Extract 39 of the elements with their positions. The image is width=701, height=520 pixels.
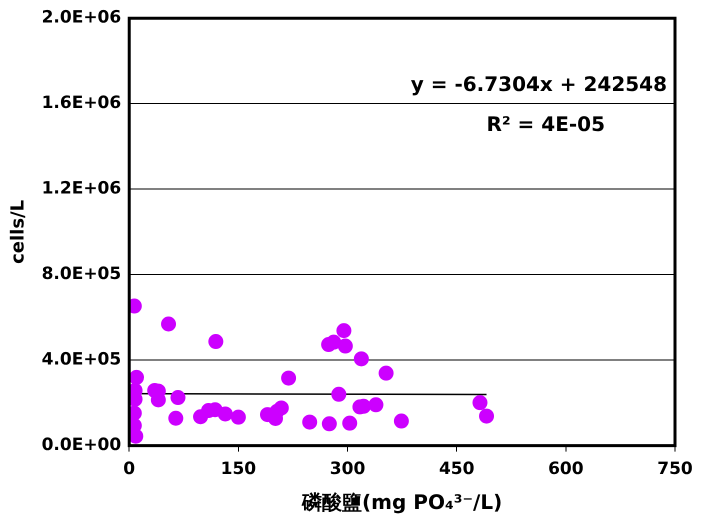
point xyxy=(129,370,144,385)
point xyxy=(331,386,346,402)
y-tick-label: 1.6E+06 xyxy=(42,93,122,114)
point xyxy=(274,400,289,416)
point xyxy=(230,410,246,425)
point xyxy=(479,408,494,424)
point xyxy=(368,397,384,412)
point xyxy=(161,316,176,332)
x-axis-title: 磷酸鹽(mg PO₄³⁻/L) xyxy=(301,490,502,514)
y-axis-title: cells/L xyxy=(7,200,28,264)
y-tick-label: 2.0E+06 xyxy=(42,8,122,28)
y-tick-label: 4.0E+05 xyxy=(42,350,122,370)
point xyxy=(322,416,337,432)
annotation: R² = 4E-05 xyxy=(486,112,605,136)
y-tick-label: 1.2E+06 xyxy=(42,178,122,199)
x-tick-label: 150 xyxy=(220,459,256,480)
point xyxy=(129,428,144,444)
point xyxy=(168,410,184,426)
point xyxy=(302,414,318,430)
point xyxy=(472,395,488,410)
y-tick-label: 0.0E+00 xyxy=(42,435,122,456)
annotation: y = -6.7304x + 242548 xyxy=(410,72,667,96)
point xyxy=(326,334,342,350)
point xyxy=(354,351,369,366)
point xyxy=(281,370,296,386)
x-tick-label: 450 xyxy=(438,459,475,480)
y-tick-label: 8.0E+05 xyxy=(42,264,122,284)
x-tick-label: 600 xyxy=(548,459,584,480)
point xyxy=(336,323,352,338)
x-tick-label: 750 xyxy=(657,459,693,480)
x-tick-label: 300 xyxy=(330,459,366,480)
x-tick-label: 0 xyxy=(123,459,136,480)
point xyxy=(378,366,394,381)
point xyxy=(170,390,186,406)
point xyxy=(338,338,353,354)
point xyxy=(208,334,224,350)
point xyxy=(342,416,358,431)
point xyxy=(394,414,409,429)
point xyxy=(218,406,233,422)
